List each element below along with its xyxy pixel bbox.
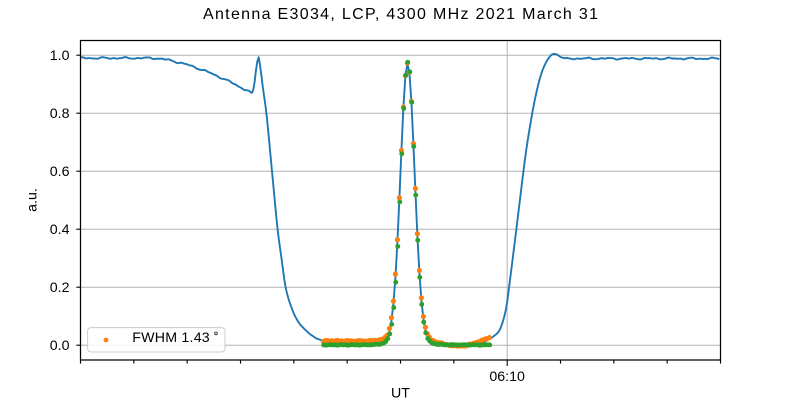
svg-text:0.4: 0.4: [50, 222, 70, 238]
svg-text:FWHM 1.43: FWHM 1.43: [132, 330, 210, 346]
svg-text:0.2: 0.2: [50, 280, 70, 296]
svg-text:0.6: 0.6: [50, 164, 70, 180]
svg-text:1.0: 1.0: [50, 48, 70, 64]
svg-text:0.8: 0.8: [50, 106, 70, 122]
svg-text:06:10: 06:10: [489, 369, 525, 385]
svg-text:UT: UT: [391, 386, 410, 401]
svg-text:0.0: 0.0: [50, 338, 70, 354]
svg-text:Antenna E3034, LCP, 4300 MHz 2: Antenna E3034, LCP, 4300 MHz 2021 March …: [203, 6, 598, 23]
svg-text:a.u.: a.u.: [25, 188, 41, 212]
